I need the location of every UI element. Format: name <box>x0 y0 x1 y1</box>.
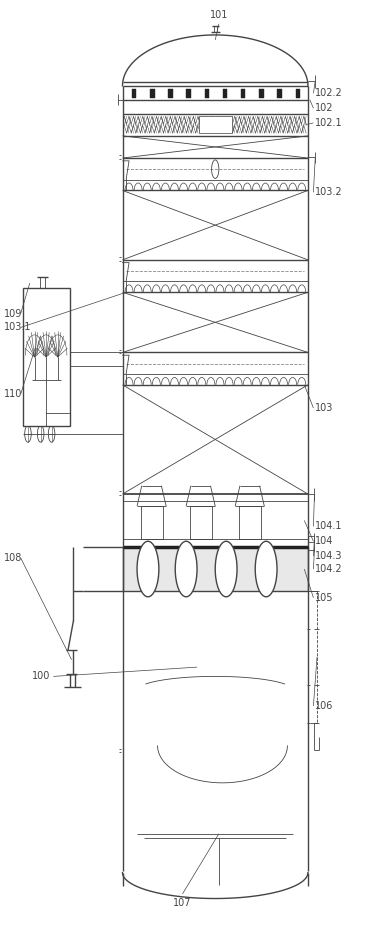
Circle shape <box>215 541 237 597</box>
Bar <box>296 89 300 98</box>
Circle shape <box>137 541 159 597</box>
Bar <box>150 89 154 98</box>
Text: 103.1: 103.1 <box>4 323 32 333</box>
Bar <box>205 89 209 98</box>
Text: 103.2: 103.2 <box>315 187 343 197</box>
Bar <box>132 89 136 98</box>
Bar <box>168 89 173 98</box>
Text: 104.2: 104.2 <box>315 564 343 574</box>
Text: 104.1: 104.1 <box>315 522 343 531</box>
Text: 109: 109 <box>4 309 23 319</box>
Text: 101: 101 <box>210 9 228 19</box>
Text: 102: 102 <box>315 103 334 113</box>
Bar <box>190 506 212 540</box>
Text: 110: 110 <box>4 389 23 400</box>
Text: 105: 105 <box>315 592 334 603</box>
Bar <box>199 117 231 133</box>
Text: 108: 108 <box>4 552 23 563</box>
Bar <box>277 89 282 98</box>
Bar <box>223 89 227 98</box>
Text: 103: 103 <box>315 403 334 413</box>
Text: 104: 104 <box>315 536 334 546</box>
Bar <box>239 506 261 540</box>
Text: 100: 100 <box>32 671 50 681</box>
Bar <box>241 89 245 98</box>
Text: 102.2: 102.2 <box>315 88 343 98</box>
Bar <box>23 287 70 426</box>
Text: 107: 107 <box>173 898 192 908</box>
Bar <box>187 89 191 98</box>
Bar <box>259 89 264 98</box>
Bar <box>141 506 162 540</box>
Text: 106: 106 <box>315 701 334 711</box>
Circle shape <box>255 541 277 597</box>
Text: 104.3: 104.3 <box>315 551 343 561</box>
Bar <box>123 547 308 591</box>
Text: 102.1: 102.1 <box>315 118 343 128</box>
Circle shape <box>175 541 197 597</box>
